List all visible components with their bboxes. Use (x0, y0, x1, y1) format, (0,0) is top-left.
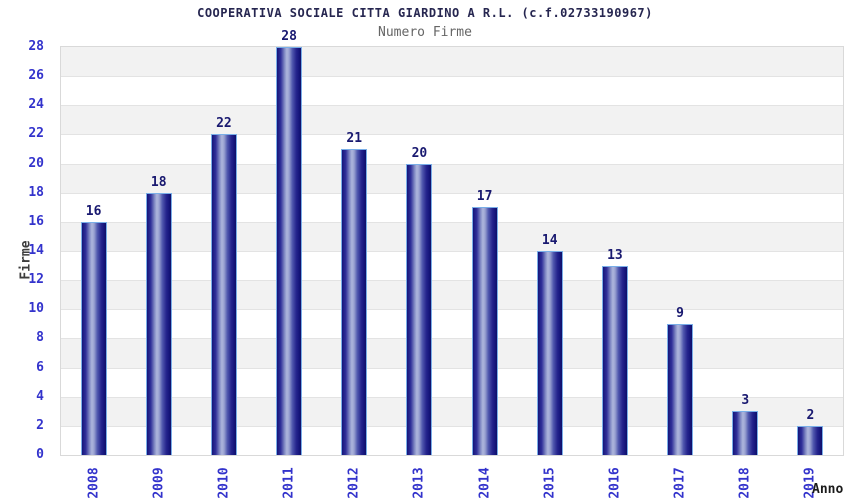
gridline (61, 396, 843, 398)
y-tick-label: 12 (28, 272, 44, 288)
gridline (61, 338, 843, 340)
bar-2013 (406, 163, 433, 455)
x-tick-label: 2013 (404, 466, 434, 500)
x-tick-label: 2008 (79, 466, 109, 500)
bar-2016 (601, 265, 628, 455)
bar-value-label: 3 (741, 393, 750, 409)
gridline (61, 309, 843, 311)
gridline (61, 425, 843, 427)
gridline (61, 251, 843, 252)
plot-band (61, 338, 843, 368)
bar-value-label: 16 (85, 203, 102, 219)
gridline (61, 367, 843, 369)
gridline (61, 221, 843, 223)
bar-2018 (732, 411, 759, 455)
gridline (61, 134, 843, 136)
plot-band (61, 251, 843, 281)
gridline (61, 76, 843, 78)
x-tick-label-text: 2009 (151, 467, 167, 499)
bar-2017 (667, 323, 694, 455)
x-tick-label: 2009 (144, 466, 174, 500)
plot-band (61, 192, 843, 222)
bar-2008 (80, 221, 107, 455)
x-tick-label: 2018 (730, 466, 760, 500)
bar-value-label: 13 (607, 247, 623, 263)
plot-band (61, 367, 843, 397)
plot-band (61, 163, 843, 193)
bar-value-label: 9 (676, 305, 684, 321)
bar-2014 (471, 207, 498, 455)
bar-2009 (145, 192, 172, 455)
bar-2015 (536, 251, 563, 455)
y-tick-label: 0 (36, 447, 44, 462)
y-tick-label: 2 (36, 417, 44, 433)
bar-value-label: 14 (541, 233, 558, 248)
plot-area: 16 18 22 28 21 20 17 14 13 9 3 2 (60, 29, 844, 456)
plot-band (61, 134, 843, 164)
x-tick-label-text: 2015 (542, 467, 558, 499)
x-tick-label-text: 2016 (607, 467, 623, 499)
plot-band (61, 396, 843, 426)
gridline (61, 280, 843, 282)
x-tick-label: 2015 (535, 466, 565, 500)
bar-2011 (276, 47, 303, 455)
bar-2010 (210, 134, 237, 455)
x-tick-label: 2012 (339, 466, 369, 500)
bar-2019 (797, 425, 824, 455)
chart-suptitle: COOPERATIVA SOCIALE CITTA GIARDINO A R.L… (197, 6, 653, 20)
y-tick-label: 14 (28, 243, 44, 258)
y-tick-label: 6 (36, 359, 44, 375)
y-tick-label: 4 (36, 388, 44, 404)
x-tick-label-text: 2011 (281, 467, 297, 499)
plot-band (61, 105, 843, 135)
y-tick-label: 16 (28, 213, 44, 229)
gridline (61, 163, 843, 165)
x-tick-label-text: 2014 (477, 467, 493, 499)
bar-value-label: 28 (281, 29, 297, 44)
x-tick-label-text: 2018 (737, 467, 753, 499)
x-tick-label-text: 2008 (86, 467, 102, 499)
y-tick-label: 24 (28, 97, 44, 113)
plot-band (61, 425, 843, 455)
x-tick-label-text: 2017 (672, 467, 688, 499)
y-tick-label: 28 (28, 39, 44, 54)
plot-band (61, 309, 843, 339)
gridline (61, 105, 843, 107)
plot-band (61, 47, 843, 77)
bar-2012 (341, 149, 368, 455)
x-tick-label-text: 2013 (411, 467, 427, 499)
x-tick-label-text: 2012 (346, 467, 362, 499)
y-tick-label: 26 (28, 68, 44, 84)
plot-band (61, 221, 843, 251)
bar-value-label: 22 (216, 116, 232, 132)
plot-band (61, 280, 843, 310)
y-tick-label: 8 (36, 330, 44, 346)
x-tick-label: 2014 (470, 466, 500, 500)
gridline (61, 192, 843, 194)
y-tick-label: 20 (28, 155, 44, 171)
y-tick-label: 18 (28, 184, 44, 200)
x-tick-label: 2011 (274, 466, 304, 500)
x-tick-label: 2010 (209, 466, 239, 500)
x-axis-title: Anno (812, 482, 844, 497)
bar-value-label: 20 (411, 145, 428, 161)
bar-value-label: 2 (806, 407, 815, 423)
y-tick-label: 22 (28, 126, 44, 142)
x-tick-label: 2016 (600, 466, 630, 500)
plot-band (61, 76, 843, 106)
bar-value-label: 21 (346, 131, 363, 146)
y-tick-label: 10 (28, 301, 44, 317)
bar-value-label: 18 (150, 174, 167, 190)
x-tick-label-text: 2010 (216, 467, 232, 499)
x-tick-label: 2017 (665, 466, 695, 500)
bar-value-label: 17 (476, 189, 493, 205)
chart-subtitle: Numero Firme (378, 25, 472, 40)
